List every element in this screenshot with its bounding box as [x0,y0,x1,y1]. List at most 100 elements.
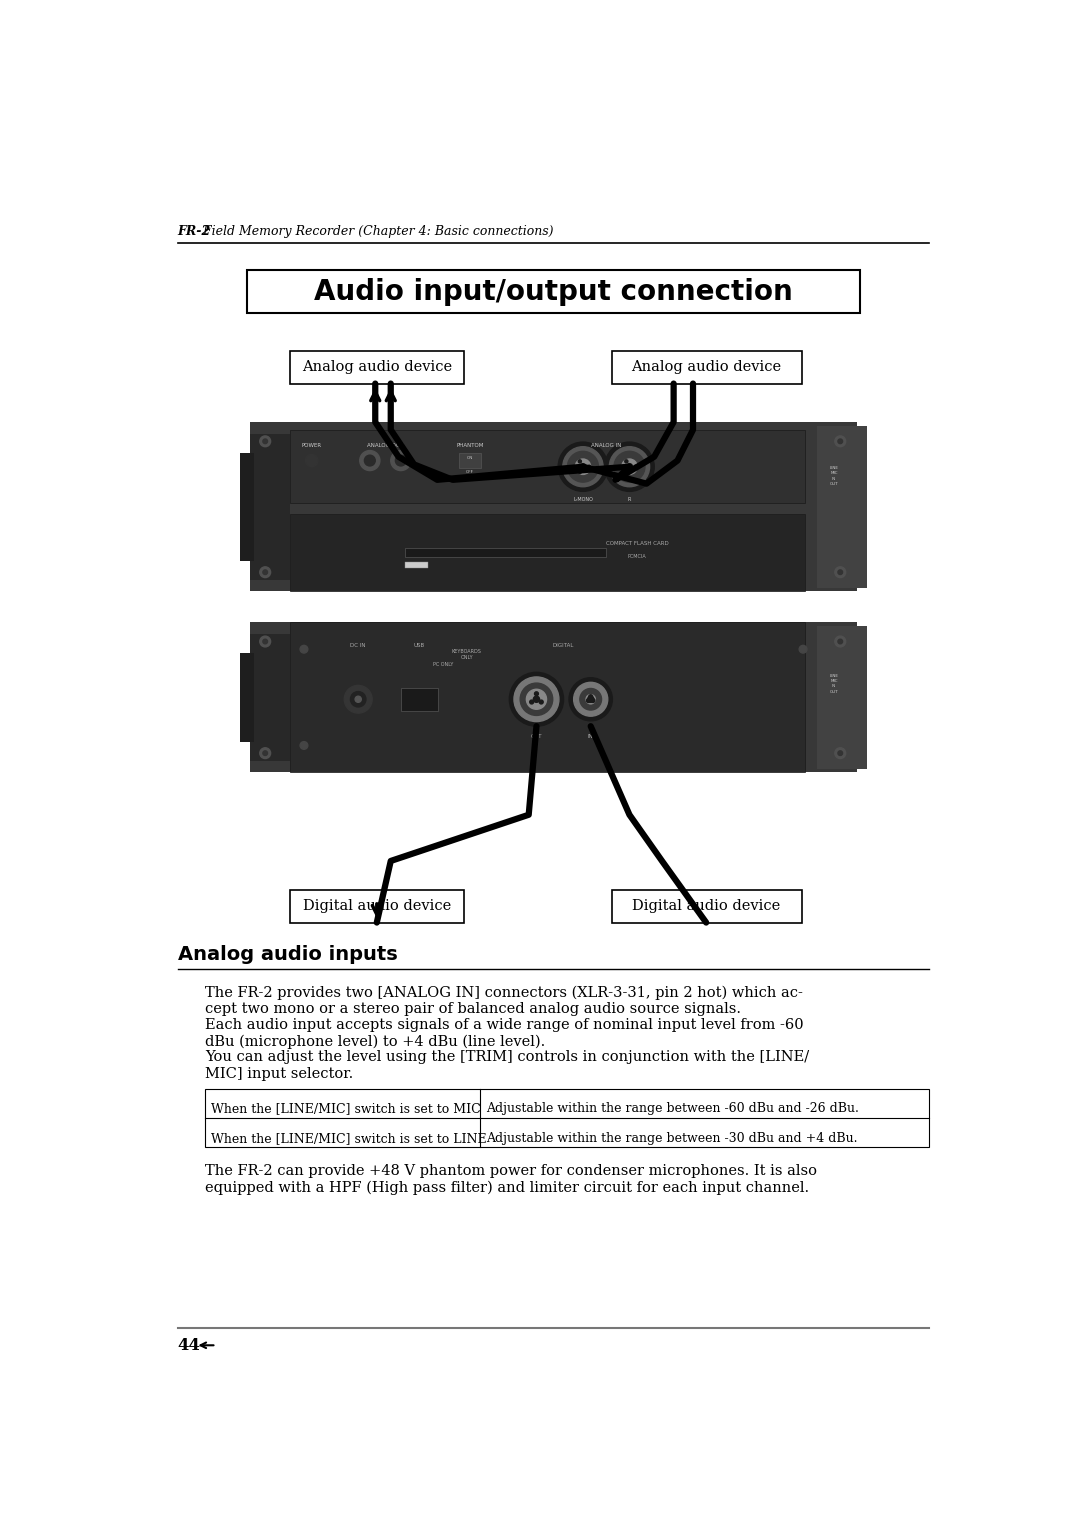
Text: dBu (microphone level) to +4 dBu (line level).: dBu (microphone level) to +4 dBu (line l… [205,1034,545,1048]
Circle shape [262,439,268,443]
Circle shape [260,567,271,578]
Text: Audio input/output connection: Audio input/output connection [314,278,793,306]
Circle shape [360,451,380,471]
FancyBboxPatch shape [405,547,606,556]
Text: You can adjust the level using the [TRIM] controls in conjunction with the [LINE: You can adjust the level using the [TRIM… [205,1050,809,1065]
Circle shape [838,750,842,755]
Circle shape [364,455,375,466]
Text: The FR-2 provides two [ANALOG IN] connectors (XLR-3-31, pin 2 hot) which ac-: The FR-2 provides two [ANALOG IN] connec… [205,986,802,1001]
Circle shape [563,446,603,487]
Text: DIGITAL: DIGITAL [553,643,575,648]
Circle shape [580,689,602,711]
Circle shape [395,455,406,466]
Text: USB: USB [414,643,426,648]
Circle shape [589,695,593,698]
Circle shape [539,700,543,704]
Circle shape [534,697,540,703]
Circle shape [625,460,627,463]
Text: Analog audio inputs: Analog audio inputs [177,946,397,964]
Circle shape [838,639,842,643]
Circle shape [835,567,846,578]
Text: L-MONO: L-MONO [573,497,593,501]
Text: ON: ON [467,457,473,460]
FancyBboxPatch shape [249,422,858,591]
Circle shape [262,639,268,643]
Text: OUT: OUT [530,733,542,738]
Circle shape [588,697,594,703]
Circle shape [838,570,842,575]
Text: LINE
MIC
IN
OUT: LINE MIC IN OUT [829,466,838,486]
FancyBboxPatch shape [291,515,805,591]
FancyBboxPatch shape [611,351,801,384]
Circle shape [578,460,581,463]
Circle shape [569,678,612,721]
Circle shape [586,698,591,703]
Circle shape [262,750,268,755]
FancyBboxPatch shape [291,622,805,773]
Text: Each audio input accepts signals of a wide range of nominal input level from -60: Each audio input accepts signals of a wi… [205,1018,804,1031]
Text: COMPACT FLASH CARD: COMPACT FLASH CARD [606,541,669,545]
Circle shape [835,435,846,446]
Text: Adjustable within the range between -30 dBu and +4 dBu.: Adjustable within the range between -30 … [486,1132,858,1144]
Circle shape [580,463,586,469]
Circle shape [355,697,362,703]
Text: When the [LINE/MIC] switch is set to MIC: When the [LINE/MIC] switch is set to MIC [211,1102,481,1115]
Text: The FR-2 can provide +48 V phantom power for condenser microphones. It is also: The FR-2 can provide +48 V phantom power… [205,1164,816,1178]
Circle shape [521,683,553,715]
Circle shape [510,672,564,726]
Circle shape [588,465,591,468]
Text: MIC] input selector.: MIC] input selector. [205,1067,353,1080]
Circle shape [609,446,649,487]
FancyBboxPatch shape [816,426,867,588]
Text: ANALOG OUT: ANALOG OUT [367,443,404,448]
Circle shape [626,463,633,469]
Text: PC ONLY: PC ONLY [433,662,454,668]
Text: ANALOG IN: ANALOG IN [591,443,621,448]
Text: Digital audio device: Digital audio device [632,900,781,914]
Text: Field Memory Recorder (Chapter 4: Basic connections): Field Memory Recorder (Chapter 4: Basic … [199,225,553,237]
Circle shape [350,692,366,707]
Circle shape [591,698,595,703]
FancyBboxPatch shape [291,891,464,923]
Circle shape [260,747,271,758]
Text: FR-2: FR-2 [177,225,211,237]
Circle shape [622,458,637,474]
Circle shape [605,442,654,492]
Text: When the [LINE/MIC] switch is set to LINE: When the [LINE/MIC] switch is set to LIN… [211,1132,487,1144]
Text: DC IN: DC IN [350,643,366,648]
Circle shape [345,686,373,714]
Circle shape [586,695,595,704]
Text: KEYBOARDS
ONLY: KEYBOARDS ONLY [451,649,482,660]
Circle shape [535,692,539,695]
Circle shape [835,747,846,758]
Circle shape [613,451,645,483]
FancyBboxPatch shape [241,652,255,741]
Text: R: R [627,497,631,501]
FancyBboxPatch shape [205,1089,930,1148]
Text: cept two mono or a stereo pair of balanced analog audio source signals.: cept two mono or a stereo pair of balanc… [205,1002,741,1016]
FancyBboxPatch shape [291,429,805,503]
FancyBboxPatch shape [247,270,860,313]
Circle shape [799,645,807,652]
FancyBboxPatch shape [249,622,858,773]
FancyBboxPatch shape [405,562,428,568]
Text: LINE
MIC
IN
OUT: LINE MIC IN OUT [829,674,838,694]
FancyBboxPatch shape [249,634,291,761]
Circle shape [835,636,846,646]
Circle shape [300,741,308,749]
Text: IN: IN [588,733,594,738]
Circle shape [260,636,271,646]
Circle shape [514,677,559,721]
FancyBboxPatch shape [816,626,867,769]
Text: Analog audio device: Analog audio device [631,361,781,374]
FancyBboxPatch shape [401,688,438,711]
Text: equipped with a HPF (High pass filter) and limiter circuit for each input channe: equipped with a HPF (High pass filter) a… [205,1181,809,1195]
Text: POWER: POWER [301,443,322,448]
FancyBboxPatch shape [249,434,291,581]
Circle shape [838,439,842,443]
Circle shape [306,454,318,466]
Circle shape [634,465,637,468]
Text: PHANTOM: PHANTOM [456,443,484,448]
Text: OFF: OFF [465,471,474,474]
Text: PCMCIA: PCMCIA [627,555,647,559]
